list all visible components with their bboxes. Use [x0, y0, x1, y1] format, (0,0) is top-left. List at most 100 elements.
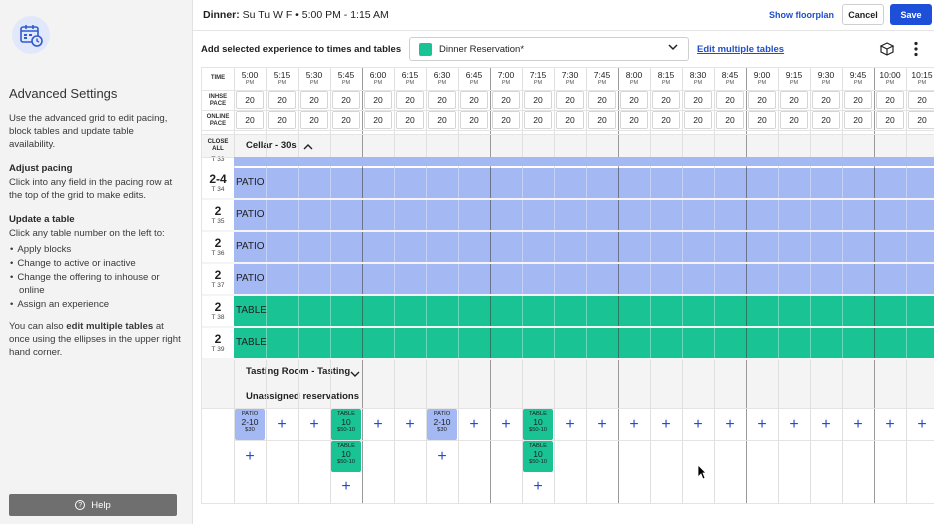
- online-pace-input[interactable]: 20: [524, 111, 552, 129]
- save-button[interactable]: Save: [890, 4, 932, 25]
- online-pace-input[interactable]: 20: [556, 111, 584, 129]
- table-row-slots[interactable]: PATIO: [234, 264, 934, 294]
- table-row-slots[interactable]: PATIO: [234, 200, 934, 230]
- inhouse-pace-input[interactable]: 20: [588, 91, 616, 109]
- unassigned-reservation-card[interactable]: TABLE 10 $50-10: [331, 441, 361, 472]
- cancel-button[interactable]: Cancel: [842, 4, 884, 25]
- section-cellar[interactable]: Cellar - 30s: [202, 134, 934, 157]
- section-tasting[interactable]: Tasting Room - Tasting: [202, 358, 934, 384]
- online-pace-input[interactable]: 20: [620, 111, 648, 129]
- inhouse-pace-input[interactable]: 20: [524, 91, 552, 109]
- table-row-slots[interactable]: TABLE: [234, 328, 934, 358]
- online-pace-input[interactable]: 20: [268, 111, 296, 129]
- unassigned-reservation-card[interactable]: TABLE 10 $50-10: [523, 409, 553, 440]
- online-pace-input[interactable]: 20: [396, 111, 424, 129]
- add-reservation-plus-icon[interactable]: +: [917, 416, 927, 433]
- inhouse-pace-input[interactable]: 20: [268, 91, 296, 109]
- inhouse-pace-input[interactable]: 20: [556, 91, 584, 109]
- add-reservation-plus-icon[interactable]: +: [725, 416, 735, 433]
- inhouse-pace-input[interactable]: 20: [748, 91, 776, 109]
- add-reservation-plus-icon[interactable]: +: [309, 416, 319, 433]
- table-label-t34[interactable]: 2-4 T 34: [202, 172, 234, 193]
- online-pace-input[interactable]: 20: [236, 111, 264, 129]
- online-pace-input[interactable]: 20: [364, 111, 392, 129]
- inhouse-pace-input[interactable]: 20: [364, 91, 392, 109]
- edit-multiple-tables-link[interactable]: Edit multiple tables: [697, 44, 785, 55]
- online-pace-input[interactable]: 20: [684, 111, 712, 129]
- online-pace-input[interactable]: 20: [492, 111, 520, 129]
- online-pace-input[interactable]: 20: [300, 111, 328, 129]
- add-reservation-plus-icon[interactable]: +: [469, 416, 479, 433]
- table-row-slots[interactable]: TABLE: [234, 296, 934, 326]
- add-reservation-plus-icon[interactable]: +: [661, 416, 671, 433]
- inhouse-pace-input[interactable]: 20: [236, 91, 264, 109]
- show-floorplan-link[interactable]: Show floorplan: [769, 10, 834, 20]
- online-pace-input[interactable]: 20: [908, 111, 934, 129]
- add-reservation-plus-icon[interactable]: +: [597, 416, 607, 433]
- online-pace-input[interactable]: 20: [588, 111, 616, 129]
- unassigned-reservation-card[interactable]: PATIO 2-10 $30: [235, 409, 265, 440]
- add-reservation-plus-icon[interactable]: +: [757, 416, 767, 433]
- inhouse-pace-input[interactable]: 20: [652, 91, 680, 109]
- unassigned-reservation-card[interactable]: TABLE 10 $50-10: [523, 441, 553, 472]
- add-reservation-plus-icon[interactable]: +: [789, 416, 799, 433]
- inhouse-pace-input[interactable]: 20: [684, 91, 712, 109]
- slot-divider: [906, 264, 907, 294]
- inhouse-pace-input[interactable]: 20: [428, 91, 456, 109]
- add-reservation-plus-icon[interactable]: +: [501, 416, 511, 433]
- more-options-kebab-icon[interactable]: [913, 41, 919, 57]
- add-reservation-plus-icon[interactable]: +: [853, 416, 863, 433]
- add-reservation-plus-icon[interactable]: +: [821, 416, 831, 433]
- chevron-down-icon: [668, 42, 678, 55]
- inhouse-pace-input[interactable]: 20: [396, 91, 424, 109]
- online-pace-input[interactable]: 20: [332, 111, 360, 129]
- inhouse-pace-input[interactable]: 20: [332, 91, 360, 109]
- online-pace-input[interactable]: 20: [844, 111, 872, 129]
- online-pace-input[interactable]: 20: [652, 111, 680, 129]
- add-reservation-plus-icon[interactable]: +: [437, 448, 447, 465]
- table-label-partial[interactable]: T 33: [202, 156, 234, 163]
- floorplan-box-icon[interactable]: [879, 41, 895, 57]
- add-reservation-plus-icon[interactable]: +: [405, 416, 415, 433]
- inhouse-pace-input[interactable]: 20: [780, 91, 808, 109]
- inhouse-pace-input[interactable]: 20: [620, 91, 648, 109]
- add-reservation-plus-icon[interactable]: +: [373, 416, 383, 433]
- inhouse-pace-input[interactable]: 20: [844, 91, 872, 109]
- inhouse-pace-input[interactable]: 20: [716, 91, 744, 109]
- help-button[interactable]: ? Help: [9, 494, 177, 516]
- add-reservation-plus-icon[interactable]: +: [885, 416, 895, 433]
- online-pace-input[interactable]: 20: [780, 111, 808, 129]
- inhouse-pace-input[interactable]: 20: [492, 91, 520, 109]
- add-reservation-plus-icon[interactable]: +: [533, 478, 543, 495]
- table-row-slots[interactable]: PATIO: [234, 232, 934, 262]
- table-row-slots[interactable]: PATIO: [234, 168, 934, 198]
- experience-selected-value: Dinner Reservation*: [439, 44, 525, 55]
- inhouse-pace-input[interactable]: 20: [812, 91, 840, 109]
- add-reservation-plus-icon[interactable]: +: [629, 416, 639, 433]
- inhouse-pace-input[interactable]: 20: [876, 91, 904, 109]
- online-pace-input[interactable]: 20: [812, 111, 840, 129]
- online-pace-input[interactable]: 20: [460, 111, 488, 129]
- add-reservation-plus-icon[interactable]: +: [565, 416, 575, 433]
- add-reservation-plus-icon[interactable]: +: [245, 448, 255, 465]
- experience-select[interactable]: Dinner Reservation*: [409, 37, 689, 61]
- unassigned-reservation-card[interactable]: TABLE 10 $50-10: [331, 409, 361, 440]
- add-reservation-plus-icon[interactable]: +: [693, 416, 703, 433]
- online-pace-input[interactable]: 20: [876, 111, 904, 129]
- online-pace-input[interactable]: 20: [748, 111, 776, 129]
- inhouse-pace-input[interactable]: 20: [460, 91, 488, 109]
- add-reservation-plus-icon[interactable]: +: [277, 416, 287, 433]
- inhouse-pace-input[interactable]: 20: [908, 91, 934, 109]
- online-pace-input[interactable]: 20: [428, 111, 456, 129]
- unassigned-reservation-card[interactable]: PATIO 2-10 $30: [427, 409, 457, 440]
- add-reservation-plus-icon[interactable]: +: [341, 478, 351, 495]
- inhouse-pace-input[interactable]: 20: [300, 91, 328, 109]
- table-row-partial[interactable]: [234, 157, 934, 166]
- online-pace-input[interactable]: 20: [716, 111, 744, 129]
- close-all-button[interactable]: CLOSE ALL: [202, 136, 234, 156]
